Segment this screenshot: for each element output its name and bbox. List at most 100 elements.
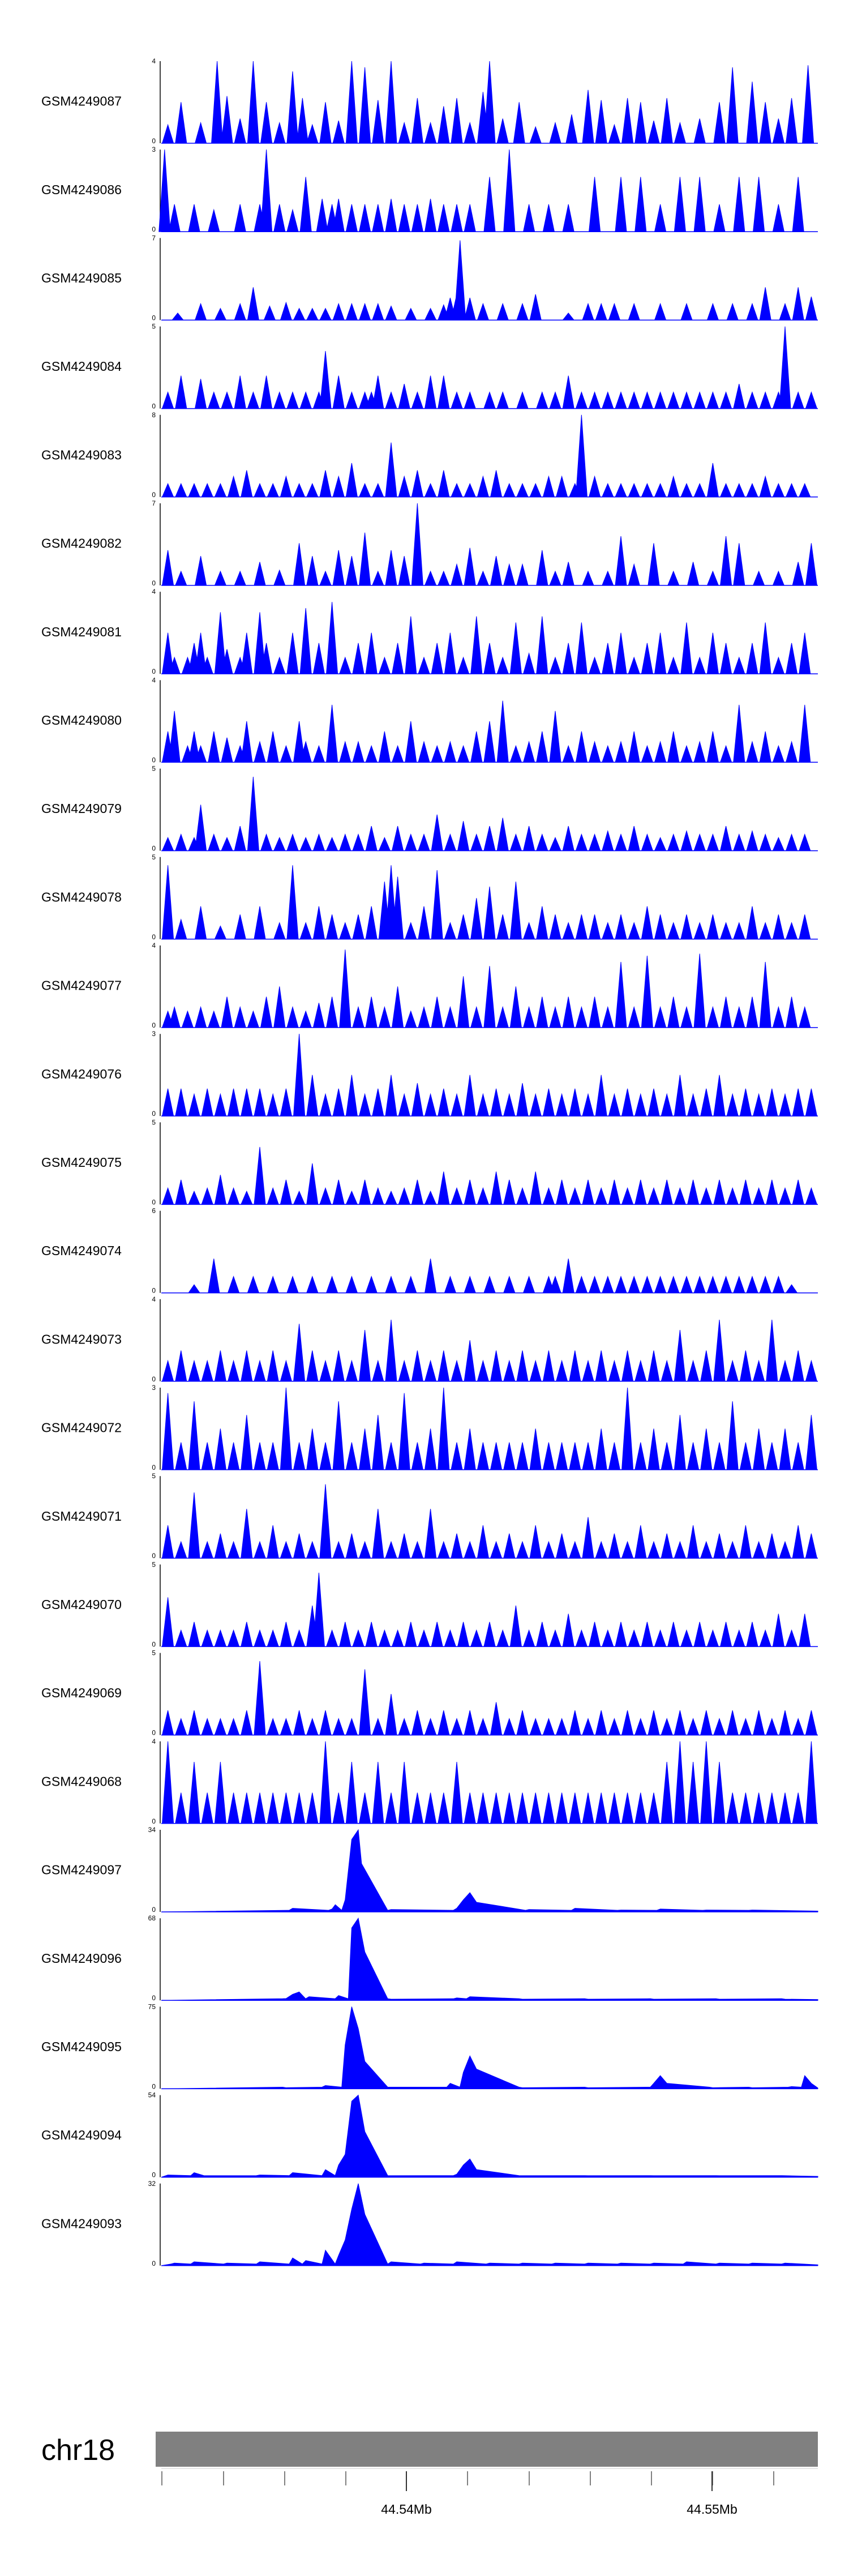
track-label: GSM4249081 <box>41 624 122 639</box>
y-max-label: 4 <box>152 942 156 949</box>
track-GSM4249080: GSM4249080 4 0 <box>41 676 818 764</box>
track-GSM4249096: GSM4249096 68 0 <box>41 1914 818 2002</box>
track-label: GSM4249079 <box>41 801 122 816</box>
signal-area <box>161 777 818 851</box>
track-GSM4249068: GSM4249068 4 0 <box>41 1738 818 1825</box>
track-label: GSM4249075 <box>41 1155 122 1170</box>
signal-area <box>161 865 818 940</box>
y-max-label: 54 <box>148 2091 156 2099</box>
signal-area <box>161 414 818 498</box>
track-label: GSM4249076 <box>41 1067 122 1081</box>
y-max-label: 6 <box>152 1207 156 1215</box>
track-label: GSM4249068 <box>41 1774 122 1788</box>
track-GSM4249070: GSM4249070 5 0 <box>41 1560 818 1648</box>
signal-area <box>161 2006 818 2089</box>
track-label: GSM4249093 <box>41 2216 122 2231</box>
signal-area <box>161 1572 818 1647</box>
track-GSM4249078: GSM4249078 5 0 <box>41 853 818 941</box>
track-GSM4249086: GSM4249086 3 0 <box>41 146 818 233</box>
signal-area <box>161 700 818 763</box>
y-min-label: 0 <box>152 137 156 145</box>
y-max-label: 3 <box>152 1030 156 1038</box>
y-min-label: 0 <box>152 1375 156 1383</box>
track-label: GSM4249094 <box>41 2128 122 2142</box>
track-label: GSM4249084 <box>41 359 122 374</box>
signal-area <box>161 1034 818 1116</box>
track-GSM4249082: GSM4249082 7 0 <box>41 499 818 587</box>
track-label: GSM4249072 <box>41 1420 122 1435</box>
track-label: GSM4249070 <box>41 1597 122 1612</box>
y-min-label: 0 <box>152 1994 156 2002</box>
y-min-label: 0 <box>152 225 156 233</box>
y-max-label: 32 <box>148 2180 156 2188</box>
track-GSM4249075: GSM4249075 5 0 <box>41 1118 818 1206</box>
chromosome-ideogram <box>156 2432 818 2467</box>
signal-area <box>161 1917 818 2001</box>
y-min-label: 0 <box>152 1464 156 1471</box>
track-GSM4249084: GSM4249084 5 0 <box>41 323 818 410</box>
track-GSM4249093: GSM4249093 32 0 <box>41 2180 818 2267</box>
track-GSM4249069: GSM4249069 5 0 <box>41 1649 818 1737</box>
y-min-label: 0 <box>152 403 156 410</box>
track-label: GSM4249074 <box>41 1243 122 1258</box>
y-max-label: 4 <box>152 676 156 684</box>
y-min-label: 0 <box>152 2082 156 2090</box>
track-GSM4249087: GSM4249087 4 0 <box>41 57 818 145</box>
y-max-label: 4 <box>152 1738 156 1745</box>
y-max-label: 5 <box>152 1118 156 1126</box>
y-min-label: 0 <box>152 2171 156 2179</box>
y-min-label: 0 <box>152 1021 156 1029</box>
track-GSM4249077: GSM4249077 4 0 <box>41 942 818 1029</box>
y-max-label: 3 <box>152 146 156 153</box>
genome-tick-label: 44.54Mb <box>381 2502 432 2517</box>
signal-area <box>161 1387 818 1470</box>
y-max-label: 5 <box>152 765 156 773</box>
track-GSM4249095: GSM4249095 75 0 <box>41 2002 818 2090</box>
y-max-label: 3 <box>152 1384 156 1392</box>
chromosome-label: chr18 <box>41 2434 115 2467</box>
y-min-label: 0 <box>152 667 156 675</box>
track-GSM4249073: GSM4249073 4 0 <box>41 1295 818 1383</box>
y-min-label: 0 <box>152 845 156 853</box>
y-min-label: 0 <box>152 579 156 587</box>
signal-area <box>161 1661 818 1736</box>
track-GSM4249097: GSM4249097 34 0 <box>41 1826 818 1914</box>
y-min-label: 0 <box>152 1110 156 1118</box>
y-max-label: 5 <box>152 1560 156 1568</box>
track-GSM4249081: GSM4249081 4 0 <box>41 588 818 675</box>
track-GSM4249079: GSM4249079 5 0 <box>41 765 818 853</box>
track-label: GSM4249069 <box>41 1685 122 1700</box>
signal-area <box>158 149 818 232</box>
y-max-label: 7 <box>152 499 156 507</box>
track-GSM4249094: GSM4249094 54 0 <box>41 2091 818 2179</box>
track-GSM4249071: GSM4249071 5 0 <box>41 1472 818 1560</box>
y-min-label: 0 <box>152 1729 156 1737</box>
signal-area <box>161 1741 818 1824</box>
y-max-label: 75 <box>148 2002 156 2010</box>
y-max-label: 7 <box>152 234 156 242</box>
signal-area <box>161 2094 818 2178</box>
y-max-label: 34 <box>148 1826 156 1834</box>
track-label: GSM4249073 <box>41 1332 122 1346</box>
signal-area <box>161 949 818 1028</box>
track-label: GSM4249087 <box>41 94 122 109</box>
track-GSM4249083: GSM4249083 8 0 <box>41 411 818 499</box>
y-min-label: 0 <box>152 2260 156 2267</box>
y-min-label: 0 <box>152 1552 156 1560</box>
track-label: GSM4249097 <box>41 1863 122 1877</box>
signal-area <box>161 503 818 586</box>
y-min-label: 0 <box>152 491 156 499</box>
y-min-label: 0 <box>152 1287 156 1295</box>
y-max-label: 4 <box>152 1295 156 1303</box>
track-label: GSM4249086 <box>41 182 122 197</box>
y-min-label: 0 <box>152 933 156 941</box>
y-min-label: 0 <box>152 1817 156 1825</box>
y-max-label: 5 <box>152 853 156 861</box>
y-min-label: 0 <box>152 1640 156 1648</box>
track-GSM4249072: GSM4249072 3 0 <box>41 1384 818 1471</box>
track-label: GSM4249082 <box>41 536 122 551</box>
signal-area <box>161 240 818 320</box>
track-label: GSM4249096 <box>41 1951 122 1966</box>
